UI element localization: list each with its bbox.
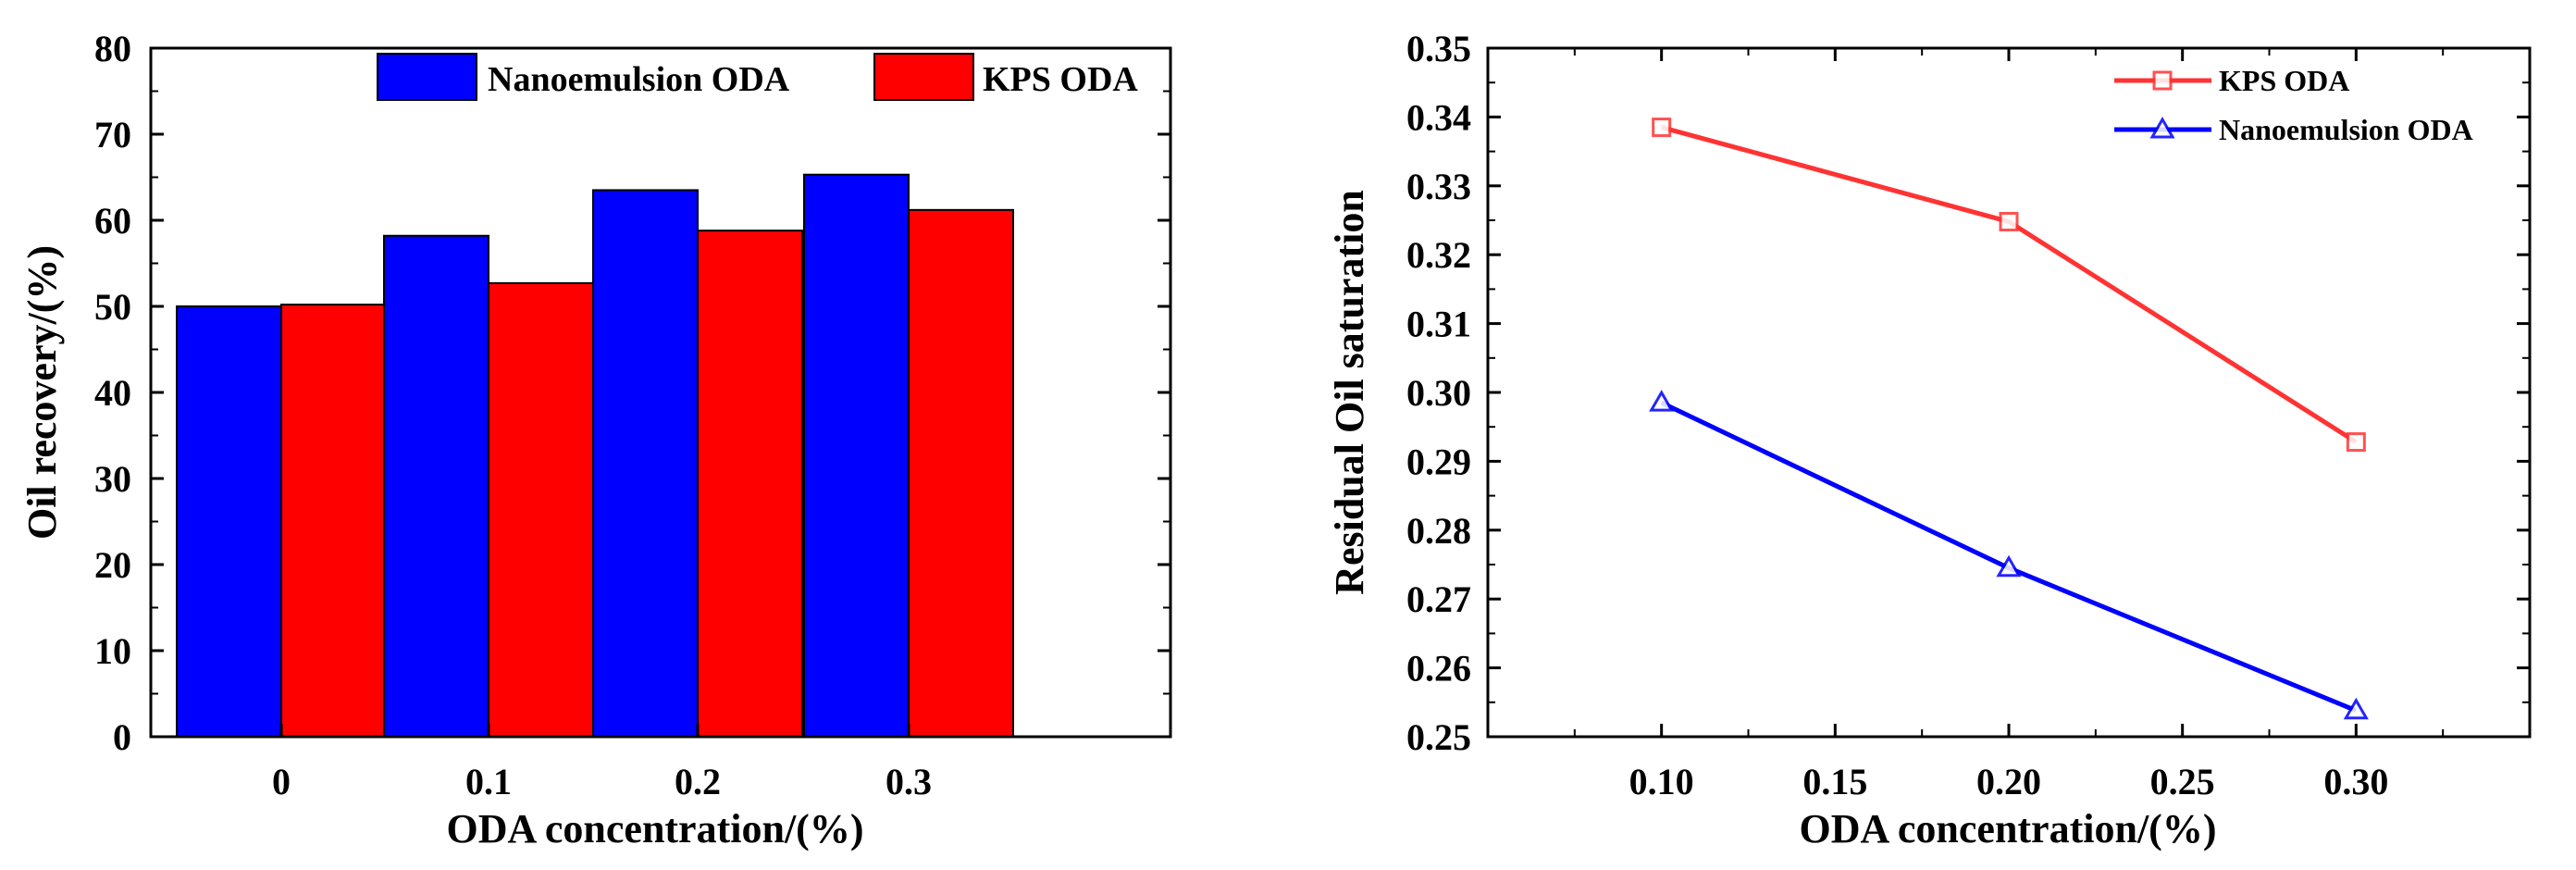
y-tick-label: 0.30	[1406, 372, 1471, 414]
x-tick-label: 0.25	[2150, 761, 2215, 802]
y-tick-label: 0	[113, 716, 131, 758]
y-tick-label: 70	[94, 114, 131, 155]
y-tick-label: 0.31	[1406, 304, 1471, 345]
x-tick-label: 0.30	[2323, 761, 2388, 802]
legend-marker-nanoemulsion-oda	[2149, 117, 2175, 139]
y-tick-label: 0.32	[1406, 234, 1471, 276]
y-tick-label: 60	[94, 200, 131, 242]
y-tick-label: 0.27	[1406, 578, 1471, 620]
legend-swatch-kps-oda	[873, 53, 974, 101]
legend-label-nanoemulsion-oda: Nanoemulsion ODA	[488, 60, 790, 99]
x-tick-label: 0.10	[1629, 761, 1694, 802]
legend: KPS ODA Nanoemulsion ODA	[2114, 64, 2473, 146]
legend-label-kps-oda: KPS ODA	[983, 60, 1138, 99]
bar-kps-oda-0	[280, 304, 387, 738]
y-axis-title: Oil recovery/(%)	[19, 245, 65, 540]
y-tick-label: 50	[94, 286, 131, 328]
y-tick-label: 10	[94, 630, 131, 672]
x-tick-label: 0.20	[1976, 761, 2041, 802]
x-axis-title: ODA concentration/(%)	[1800, 806, 2217, 851]
bar-kps-oda-0.2	[697, 230, 803, 739]
data-point-nanoemulsion-oda	[2343, 697, 2369, 720]
legend: Nanoemulsion ODA KPS ODA	[377, 53, 1138, 101]
bar-kps-oda-0.1	[488, 281, 594, 738]
bar-nanoemulsion-oda-0.3	[803, 173, 910, 738]
data-point-kps-oda	[1652, 118, 1672, 138]
x-tick-label: 0	[272, 761, 291, 802]
x-tick-label: 0.2	[675, 761, 721, 802]
y-axis-title: Residual Oil saturation	[1327, 190, 1372, 595]
y-tick-label: 0.34	[1406, 96, 1471, 138]
y-tick-label: 0.33	[1406, 166, 1471, 207]
y-tick-label: 40	[94, 372, 131, 414]
legend-label-kps-oda: KPS ODA	[2219, 64, 2349, 97]
data-point-nanoemulsion-oda	[1996, 554, 2022, 578]
x-tick-label: 0.3	[886, 761, 932, 802]
y-tick-label: 30	[94, 458, 131, 500]
y-tick-label: 0.26	[1406, 648, 1471, 690]
data-point-kps-oda	[1999, 211, 2019, 231]
data-point-kps-oda	[2346, 432, 2366, 453]
data-point-nanoemulsion-oda	[1649, 390, 1675, 412]
legend-marker-kps-oda	[2152, 70, 2173, 91]
bar-nanoemulsion-oda-0.2	[592, 189, 699, 738]
legend-label-nanoemulsion-oda: Nanoemulsion ODA	[2219, 113, 2473, 146]
y-tick-label: 80	[94, 28, 131, 69]
y-tick-label: 0.25	[1406, 716, 1471, 758]
plot-frame	[1486, 46, 2532, 739]
residual-oil-saturation-line-chart: 0.25 0.26 0.27 0.28 0.29 0.30 0.31 0.32 0.33 0.34…	[1327, 28, 2532, 851]
y-tick-label: 20	[94, 544, 131, 586]
x-tick-label: 0.15	[1802, 761, 1867, 802]
x-tick-label: 0.1	[465, 761, 512, 802]
series-line-kps-oda	[1661, 125, 2358, 444]
y-tick-label: 0.29	[1406, 441, 1471, 482]
bar-kps-oda-0.3	[908, 208, 1014, 738]
x-axis-title: ODA concentration/(%)	[447, 806, 864, 851]
bar-nanoemulsion-oda-0	[176, 305, 282, 738]
bar-nanoemulsion-oda-0.1	[383, 234, 489, 739]
legend-swatch-nanoemulsion-oda	[377, 53, 477, 101]
y-tick-label: 0.28	[1406, 510, 1471, 552]
y-tick-label: 0.35	[1406, 28, 1471, 69]
oil-recovery-bar-chart: 0 10 20 30 40 50 60 70 80 0 0.1 0.2 0.3 ODA concentra…	[19, 28, 1172, 851]
